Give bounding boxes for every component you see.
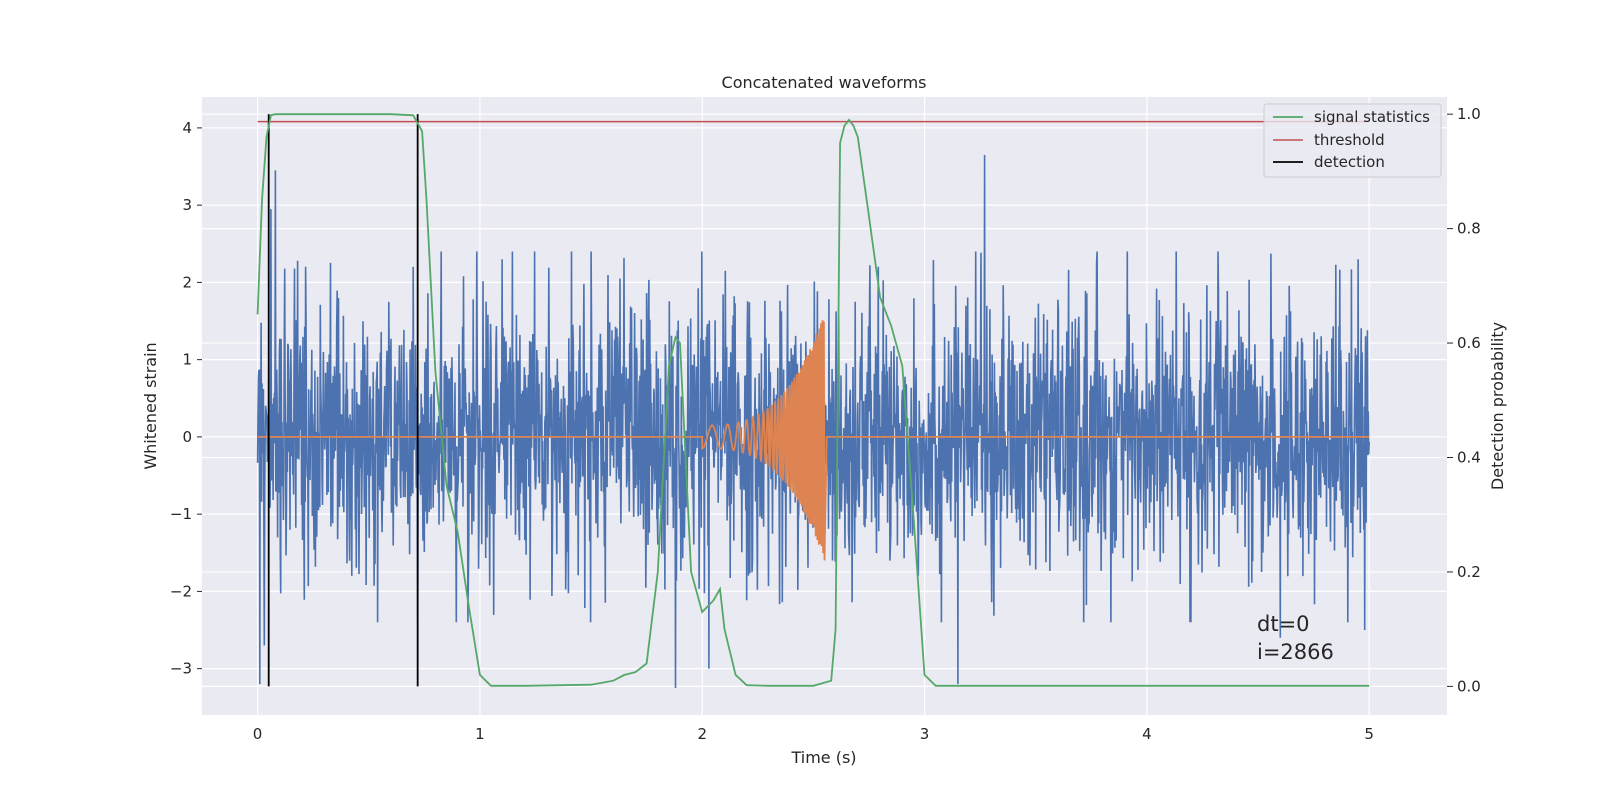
x-tick-label: 0 [253,725,263,743]
x-tick-label: 2 [697,725,707,743]
y-tick-label: 2 [182,273,192,291]
legend-box [1263,103,1442,178]
y-tick-label: 1 [182,351,192,369]
x-axis-title: Time (s) [790,748,856,767]
x-tick-label: 4 [1142,725,1152,743]
y-tick-label: 3 [182,196,192,214]
y2-tick-label: 0.2 [1457,563,1481,581]
x-tick-label: 5 [1364,725,1374,743]
signal-statistics-series [256,113,1370,687]
y2-tick-label: 0.0 [1457,677,1481,695]
y-tick-label: −2 [170,582,192,600]
y2-axis-ticks: 0.0 0.2 0.4 0.6 0.8 1.0 [1447,105,1481,695]
legend-label-detection: detection [1314,153,1385,171]
x-tick-label: 1 [475,725,485,743]
x-tick-label: 3 [920,725,930,743]
y-tick-label: 0 [182,428,192,446]
chart-title: Concatenated waveforms [722,73,927,92]
annotation-index: i=2866 [1257,640,1334,664]
y2-tick-label: 0.8 [1457,220,1481,238]
y-axis-title: Whitened strain [141,342,160,469]
legend-label-signal-statistics: signal statistics [1314,108,1430,126]
y-tick-label: 4 [182,119,192,137]
legend: signal statistics threshold detection [1263,103,1442,178]
y-axis-ticks: −3 −2 −1 0 1 2 3 4 [170,119,202,678]
y-tick-label: −1 [170,505,192,523]
plot-area [256,113,1370,689]
y2-tick-label: 0.4 [1457,449,1481,467]
annotation-dt: dt=0 [1257,612,1310,636]
template-waveform-series [257,320,1370,561]
y2-axis-title: Detection probability [1488,322,1507,490]
y2-tick-label: 0.6 [1457,334,1481,352]
y-tick-label: −3 [170,660,192,678]
y2-tick-label: 1.0 [1457,105,1481,123]
legend-label-threshold: threshold [1314,131,1385,149]
detection-series [267,114,419,687]
x-axis-ticks: 0 1 2 3 4 5 [253,725,1374,743]
